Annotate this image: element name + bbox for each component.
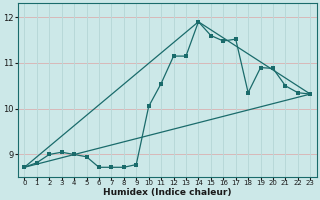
X-axis label: Humidex (Indice chaleur): Humidex (Indice chaleur) — [103, 188, 232, 197]
